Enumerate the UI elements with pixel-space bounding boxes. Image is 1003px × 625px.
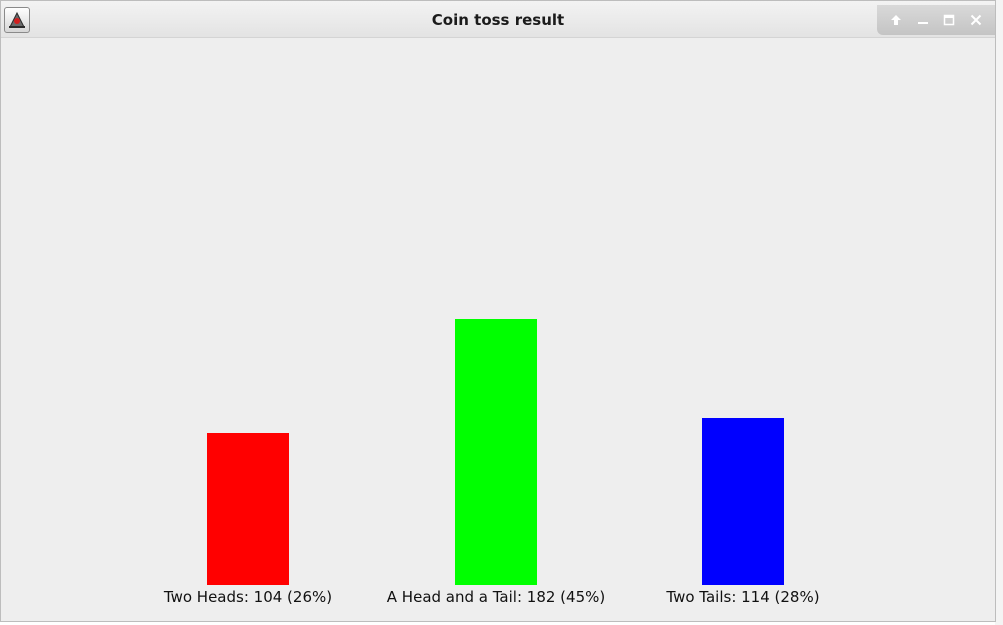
desktop-background bbox=[995, 0, 1003, 625]
arrow-up-icon[interactable] bbox=[885, 9, 907, 31]
minimize-icon[interactable] bbox=[912, 9, 934, 31]
java-duke-icon[interactable] bbox=[4, 7, 30, 33]
maximize-icon[interactable] bbox=[938, 9, 960, 31]
label-two-tails: Two Tails: 114 (28%) bbox=[666, 588, 820, 606]
label-two-heads: Two Heads: 104 (26%) bbox=[163, 588, 333, 606]
close-icon[interactable] bbox=[965, 9, 987, 31]
bar-head-and-tail bbox=[455, 319, 537, 585]
title-bar[interactable]: Coin toss result bbox=[1, 1, 995, 38]
label-head-and-tail: A Head and a Tail: 182 (45%) bbox=[386, 588, 606, 606]
bar-two-tails bbox=[702, 418, 784, 585]
chart-area: Two Heads: 104 (26%) A Head and a Tail: … bbox=[1, 38, 995, 622]
window-title: Coin toss result bbox=[431, 11, 565, 29]
window-controls bbox=[877, 5, 995, 35]
bar-two-heads bbox=[207, 433, 289, 585]
